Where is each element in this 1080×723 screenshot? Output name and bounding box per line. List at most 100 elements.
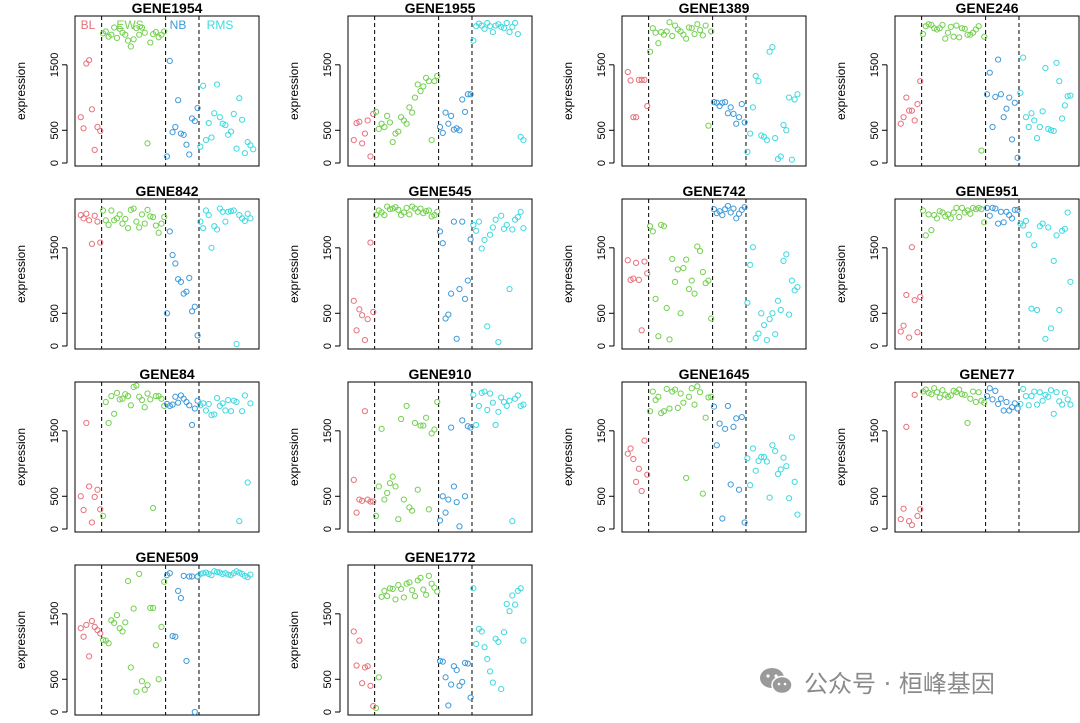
panel-title: GENE545	[408, 183, 471, 199]
data-point	[517, 585, 524, 592]
data-point	[900, 114, 907, 121]
data-point	[77, 211, 84, 219]
data-point	[97, 127, 104, 135]
data-point	[724, 202, 732, 210]
data-point	[133, 382, 140, 389]
data-point	[730, 110, 737, 118]
data-point	[80, 633, 87, 640]
y-axis-label: expression	[287, 428, 301, 486]
data-point	[763, 337, 770, 344]
data-point	[710, 99, 718, 106]
data-point	[997, 395, 1005, 402]
data-point	[685, 393, 693, 400]
data-point	[130, 205, 137, 212]
data-point	[630, 275, 637, 282]
data-point	[484, 655, 491, 663]
data-point	[422, 74, 430, 82]
data-point	[375, 125, 382, 133]
data-point	[158, 395, 165, 402]
data-point	[389, 138, 396, 146]
data-point	[1000, 219, 1007, 226]
data-point	[111, 24, 118, 31]
data-point	[397, 415, 405, 423]
data-point	[136, 393, 143, 400]
data-point	[995, 400, 1002, 408]
data-point	[381, 211, 388, 219]
data-point	[208, 244, 215, 251]
data-point	[727, 481, 734, 488]
data-point	[950, 209, 957, 216]
data-point	[434, 72, 441, 80]
data-point	[1036, 389, 1043, 396]
plot-frame	[621, 198, 807, 350]
data-point	[763, 458, 770, 465]
data-point	[906, 334, 913, 341]
data-point	[699, 32, 706, 39]
data-point	[503, 600, 510, 608]
data-point	[1017, 400, 1024, 408]
data-point	[627, 445, 634, 452]
data-point	[378, 425, 385, 432]
data-point	[183, 398, 190, 406]
data-point	[161, 213, 168, 221]
data-point	[492, 635, 499, 642]
data-point	[741, 119, 748, 126]
data-point	[1039, 108, 1046, 115]
data-point	[213, 568, 221, 576]
data-point	[88, 240, 96, 247]
data-point	[238, 408, 246, 415]
data-point	[464, 660, 471, 667]
data-point	[80, 506, 87, 514]
y-tick-label: 0	[49, 343, 61, 349]
data-point	[175, 587, 182, 595]
data-point	[752, 72, 759, 80]
data-point	[1050, 257, 1057, 265]
data-point	[724, 110, 732, 117]
data-point	[236, 518, 243, 525]
data-point	[434, 208, 441, 215]
data-point	[1003, 398, 1010, 406]
data-point	[149, 213, 157, 221]
data-point	[372, 704, 380, 712]
data-point	[461, 659, 469, 667]
data-point	[630, 114, 637, 121]
data-point	[400, 209, 407, 216]
data-point	[724, 402, 732, 410]
data-point	[995, 56, 1002, 63]
data-point	[370, 308, 377, 316]
data-point	[1028, 305, 1035, 312]
data-point	[646, 48, 654, 55]
data-point	[244, 210, 251, 217]
data-point	[456, 127, 463, 134]
data-point	[705, 394, 712, 401]
y-tick-label: 1500	[869, 236, 881, 260]
data-point	[691, 30, 698, 38]
y-tick-label: 0	[596, 526, 608, 532]
data-point	[1067, 278, 1074, 285]
data-point	[688, 277, 695, 284]
data-point	[752, 467, 759, 474]
data-point	[677, 310, 684, 317]
data-point	[417, 574, 424, 581]
y-tick-label: 1500	[596, 236, 608, 260]
data-point	[933, 215, 941, 222]
data-point	[384, 489, 391, 497]
data-point	[624, 450, 631, 457]
data-point	[456, 285, 463, 293]
data-point	[227, 128, 235, 135]
data-point	[247, 215, 254, 222]
legend-label: NB	[170, 18, 187, 32]
data-point	[752, 335, 759, 342]
data-point	[730, 423, 737, 430]
data-point	[186, 151, 193, 158]
data-point	[375, 674, 382, 681]
data-point	[367, 498, 374, 505]
data-point	[420, 586, 427, 593]
data-point	[378, 120, 385, 127]
data-point	[794, 91, 801, 98]
data-point	[1006, 407, 1013, 414]
data-point	[233, 398, 240, 406]
data-point	[205, 400, 212, 408]
data-point	[928, 227, 935, 234]
data-point	[166, 228, 173, 235]
